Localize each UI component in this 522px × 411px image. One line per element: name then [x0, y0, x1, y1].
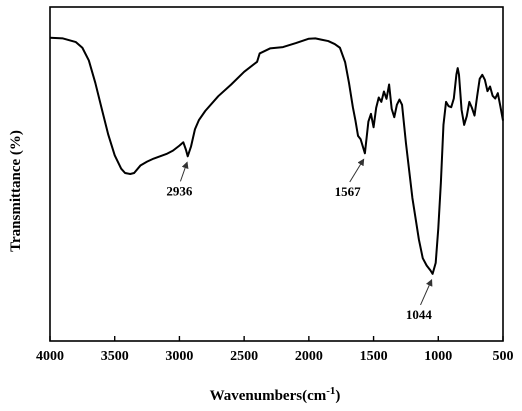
x-tick-label: 500 — [493, 349, 514, 364]
annotation-arrow — [349, 158, 365, 183]
x-axis-label-sup: -1 — [326, 385, 335, 397]
annotation-arrow — [420, 278, 433, 306]
x-tick-label: 4000 — [36, 349, 64, 364]
spectrum-line — [49, 36, 504, 275]
x-tick-label: 2000 — [295, 349, 323, 364]
x-axis-label: Wavenumbers(cm-1) — [210, 385, 341, 404]
annotation-label: 2936 — [166, 183, 193, 198]
x-tick-label: 3500 — [101, 349, 129, 364]
x-axis-label-main: Wavenumbers(cm — [210, 388, 327, 404]
annotation-label: 1567 — [335, 184, 362, 199]
x-tick-label: 1000 — [424, 349, 452, 364]
x-tick-label: 1500 — [360, 349, 388, 364]
x-tick-label: 2500 — [230, 349, 258, 364]
annotation-arrow — [179, 161, 189, 182]
plot-frame — [49, 6, 504, 342]
annotation-label: 1044 — [406, 307, 433, 322]
x-tick-label: 3000 — [165, 349, 193, 364]
y-axis-label: Transmittance (%) — [8, 130, 24, 252]
x-axis-label-tail: ) — [335, 388, 340, 404]
